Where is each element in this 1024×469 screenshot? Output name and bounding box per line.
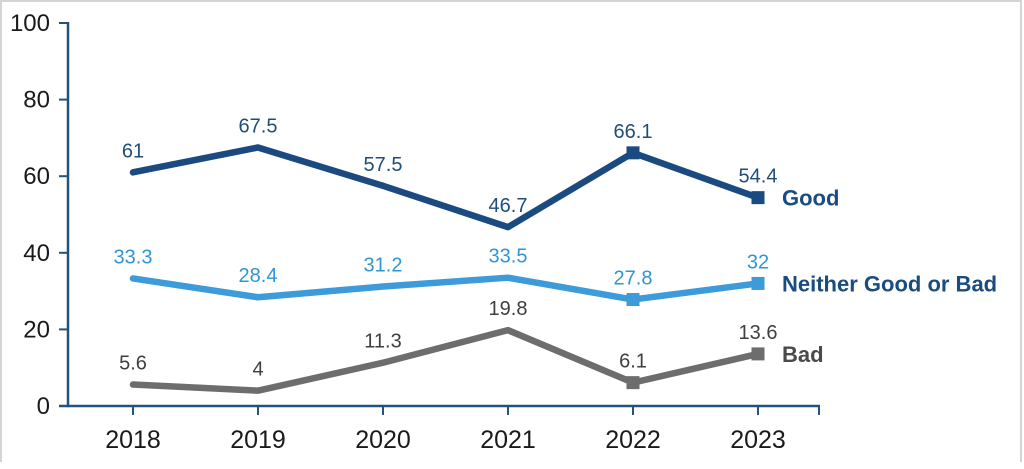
data-label: 33.5	[489, 246, 528, 268]
x-axis-tick-label: 2021	[480, 426, 536, 454]
data-label: 57.5	[364, 154, 403, 176]
data-label: 11.3	[364, 331, 401, 353]
data-label: 46.7	[489, 195, 528, 217]
series-marker	[751, 191, 765, 205]
data-label: 31.2	[364, 255, 403, 277]
y-axis-tick-label: 60	[23, 163, 50, 190]
x-axis-tick-label: 2022	[605, 426, 661, 454]
y-axis-tick-label: 20	[23, 316, 50, 343]
data-label: 66.1	[614, 121, 653, 143]
data-label: 27.8	[614, 268, 653, 290]
data-label: 33.3	[114, 246, 153, 268]
data-label: 28.4	[239, 265, 278, 287]
data-label: 67.5	[239, 115, 278, 137]
series-line-good	[129, 144, 762, 231]
x-axis-tick-label: 2019	[230, 426, 286, 454]
data-label: 4	[252, 359, 263, 381]
data-label: 32	[747, 251, 769, 273]
data-label: 54.4	[739, 166, 778, 188]
series-marker	[626, 146, 640, 160]
x-axis-tick-label: 2020	[355, 426, 411, 454]
data-label: 5.6	[119, 353, 147, 375]
data-label: 61	[122, 140, 144, 162]
data-label: 19.8	[489, 298, 528, 320]
series-line-bad	[129, 326, 762, 394]
data-label: 6.1	[619, 351, 647, 373]
legend-label: Good	[782, 186, 839, 211]
y-axis-tick-label: 80	[23, 87, 50, 114]
legend-label: Neither Good or Bad	[782, 271, 997, 296]
data-label: 13.6	[739, 322, 778, 344]
series-marker	[751, 276, 765, 290]
series-marker	[626, 376, 640, 390]
y-axis-tick-label: 40	[23, 240, 50, 267]
legend-label: Bad	[782, 342, 824, 367]
series-line-neither-good-or-bad	[129, 274, 762, 303]
x-axis-tick-label: 2018	[105, 426, 161, 454]
x-axis-tick-label: 2023	[730, 426, 786, 454]
series-marker	[751, 347, 765, 361]
y-axis-tick-label: 100	[10, 10, 50, 37]
y-axis-tick-label: 0	[37, 393, 50, 420]
series-marker	[626, 293, 640, 307]
